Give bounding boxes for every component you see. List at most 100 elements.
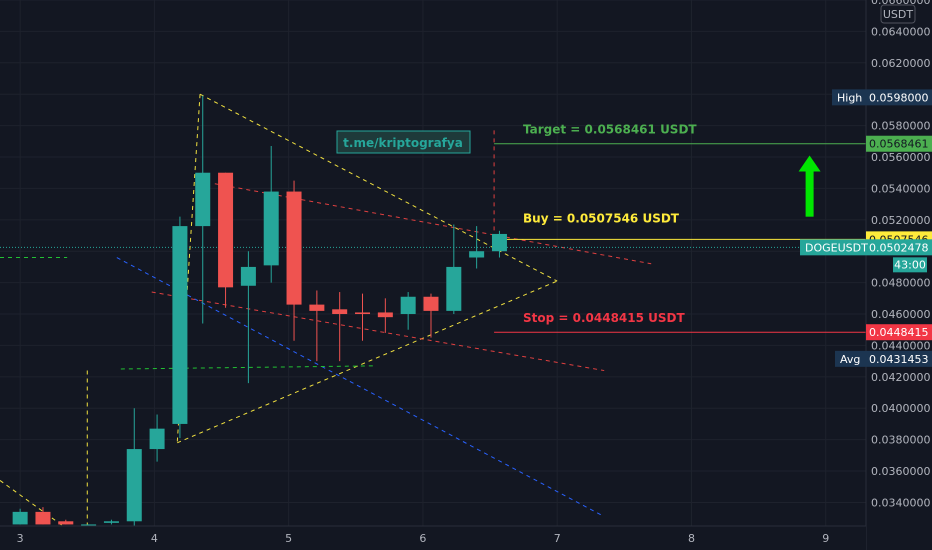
countdown-tag xyxy=(893,257,927,273)
countdown-text: 43:00 xyxy=(894,258,926,271)
grid-lines xyxy=(0,0,866,526)
blue-diagonal-line xyxy=(116,257,605,518)
candle-2 xyxy=(58,519,74,525)
high-tag-text: 0.0598000 xyxy=(869,91,929,104)
y-tick-label: 0.0480000 xyxy=(871,277,931,290)
candle-body xyxy=(35,511,51,525)
y-tick-label: 0.0580000 xyxy=(871,120,931,133)
time-axis[interactable]: 3 4 5 6 7 8 9 xyxy=(0,525,866,550)
arrow-head xyxy=(798,155,821,172)
candle-body xyxy=(240,266,256,286)
candle-20 xyxy=(469,226,485,269)
x-tick-label: 8 xyxy=(688,532,695,545)
candle-0 xyxy=(12,508,28,525)
trendlines xyxy=(0,93,652,527)
candle-body xyxy=(332,309,348,315)
candle-body xyxy=(469,251,485,258)
last-price-tag xyxy=(800,239,932,256)
candle-body xyxy=(423,296,439,311)
y-tick-label: 0.0560000 xyxy=(871,151,931,164)
candle-body xyxy=(309,304,325,311)
target-tag-text: 0.0568461 xyxy=(869,138,929,151)
triangle-top-line xyxy=(199,93,558,282)
candle-18 xyxy=(423,293,439,338)
avg-tag-text: 0.0431453 xyxy=(869,353,929,366)
candle-9 xyxy=(218,172,234,308)
candle-15 xyxy=(355,293,371,341)
candle-6 xyxy=(149,414,165,462)
candle-10 xyxy=(240,251,256,384)
x-tick-label: 3 xyxy=(17,532,24,545)
high-tag xyxy=(832,89,932,106)
time-axis-bg xyxy=(0,526,866,550)
green-support-line xyxy=(120,365,376,370)
candle-5 xyxy=(126,408,142,526)
y-tick-label: 0.0400000 xyxy=(871,402,931,415)
currency-badge-text: USDT xyxy=(883,8,914,21)
candle-17 xyxy=(400,292,416,330)
target-label: Target = 0.0568461 USDT xyxy=(523,123,697,137)
watermark-text: t.me/kriptografya xyxy=(343,136,463,150)
currency-badge xyxy=(880,4,916,24)
candle-body xyxy=(12,511,28,525)
yellow-left-diag-line xyxy=(0,480,64,527)
candle-body xyxy=(491,233,507,252)
candle-body xyxy=(149,428,165,450)
x-tick-label: 5 xyxy=(285,532,292,545)
candle-body xyxy=(377,312,393,318)
candle-1 xyxy=(35,507,51,525)
candle-body xyxy=(400,296,416,315)
candle-4 xyxy=(103,519,119,525)
candle-body xyxy=(195,172,211,227)
candle-11 xyxy=(263,146,279,283)
candle-21 xyxy=(491,230,507,258)
candle-19 xyxy=(446,224,462,315)
avg-tag xyxy=(835,350,932,367)
stop-label: Stop = 0.0448415 USDT xyxy=(523,311,686,325)
y-tick-label: 0.0460000 xyxy=(871,308,931,321)
candles[interactable] xyxy=(12,95,507,526)
candle-8 xyxy=(195,95,211,324)
y-tick-label: 0.0640000 xyxy=(871,25,931,38)
candle-14 xyxy=(332,292,348,362)
symbol-tag-text: DOGEUSDT xyxy=(805,241,868,254)
y-tick-label: 0.0340000 xyxy=(871,496,931,509)
x-tick-label: 6 xyxy=(419,532,426,545)
y-tick-label: 0.0660000 xyxy=(871,0,931,7)
candle-body xyxy=(446,266,462,311)
y-tick-label: 0.0620000 xyxy=(871,57,931,70)
buy-label: Buy = 0.0507546 USDT xyxy=(523,211,680,225)
candle-body xyxy=(263,191,279,266)
candle-body xyxy=(103,521,119,523)
y-tick-label: 0.0380000 xyxy=(871,434,931,447)
avg-tag-prefix: Avg xyxy=(840,353,860,366)
candle-13 xyxy=(309,290,325,362)
high-tag-prefix: High xyxy=(837,91,862,104)
y-tick-label: 0.0520000 xyxy=(871,214,931,227)
candle-body xyxy=(172,226,188,424)
y-tick-label: 0.0420000 xyxy=(871,371,931,384)
stop-tag xyxy=(866,324,932,341)
candle-7 xyxy=(172,216,188,439)
last-price-tag-text: 0.0502478 xyxy=(869,241,929,254)
candle-body xyxy=(286,191,302,305)
candle-16 xyxy=(377,298,393,333)
candle-body xyxy=(218,172,234,288)
candle-body xyxy=(81,524,97,526)
stop-tag-text: 0.0448415 xyxy=(869,326,929,339)
candle-body xyxy=(355,312,371,315)
watermark-frame xyxy=(336,130,471,154)
y-tick-label: 0.0540000 xyxy=(871,182,931,195)
up-arrow-icon xyxy=(798,155,821,217)
price-axis[interactable]: 0.0340000 0.0360000 0.0380000 0.0400000 0.04… xyxy=(800,0,932,550)
target-tag xyxy=(866,135,932,152)
x-tick-label: 9 xyxy=(822,532,829,545)
y-tick-label: 0.0360000 xyxy=(871,465,931,478)
y-tick-label: 0.0440000 xyxy=(871,339,931,352)
arrow-shaft xyxy=(805,169,814,217)
candle-12 xyxy=(286,180,302,341)
x-tick-label: 7 xyxy=(554,532,561,545)
watermark-box: t.me/kriptografya xyxy=(336,130,471,154)
